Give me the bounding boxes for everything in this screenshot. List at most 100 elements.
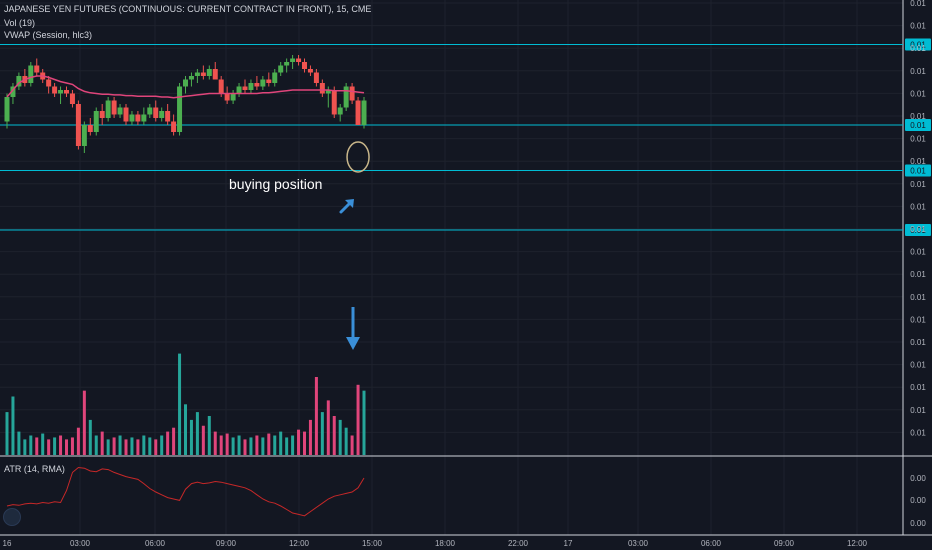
volume-bar — [225, 433, 229, 455]
time-tick-label: 15:00 — [362, 539, 383, 548]
candle-body — [135, 114, 141, 122]
price-tick-label: 0.01 — [910, 225, 926, 234]
price-tick-label: 0.01 — [910, 428, 926, 437]
volume-bar — [160, 435, 164, 455]
volume-bar — [29, 435, 33, 455]
atr-legend[interactable]: ATR (14, RMA) — [4, 464, 65, 474]
up-arrow-shaft — [339, 201, 352, 214]
symbol-legend[interactable]: JAPANESE YEN FUTURES (CONTINUOUS: CURREN… — [4, 4, 372, 14]
logo-icon[interactable] — [3, 508, 21, 526]
volume-bar — [88, 419, 92, 455]
volume-bar — [195, 412, 199, 455]
candle-body — [349, 86, 355, 101]
volume-bar — [136, 439, 140, 455]
time-tick-label: 17 — [564, 539, 573, 548]
candle-body — [284, 62, 290, 66]
candle-body — [87, 125, 93, 132]
candle-body — [171, 121, 177, 132]
candle-body — [58, 90, 64, 94]
candle-body — [129, 114, 135, 122]
candle-body — [69, 93, 75, 104]
volume-bar — [41, 433, 45, 455]
volume-bar — [213, 431, 217, 455]
candle-body — [266, 79, 272, 83]
candle-body — [343, 86, 349, 108]
volume-bar — [53, 437, 57, 455]
price-tick-label: 0.01 — [910, 22, 926, 31]
price-tick-label: 0.01 — [910, 406, 926, 415]
price-tick-label: 0.01 — [910, 248, 926, 257]
buying-position-annotation: buying position — [229, 176, 323, 192]
candle-body — [16, 76, 22, 87]
candle-body — [34, 65, 40, 73]
volume-bar — [118, 435, 122, 455]
atr-tick-label: 0.00 — [910, 496, 926, 505]
candle-body — [117, 107, 123, 115]
candle-body — [111, 100, 117, 115]
volume-bar — [356, 384, 360, 455]
volume-bar — [279, 431, 283, 455]
volume-bar — [100, 431, 104, 455]
price-tick-label: 0.01 — [910, 315, 926, 324]
level-label-box — [905, 164, 931, 177]
candle-body — [75, 104, 81, 146]
candle-body — [260, 79, 266, 87]
price-tick-label: 0.01 — [910, 202, 926, 211]
candle-body — [147, 107, 153, 115]
volume-bar — [219, 435, 223, 455]
vwap-legend[interactable]: VWAP (Session, hlc3) — [4, 30, 93, 40]
candle-body — [331, 90, 337, 115]
candle-body — [254, 83, 260, 87]
volume-bar — [291, 435, 295, 455]
time-tick-label: 12:00 — [847, 539, 868, 548]
level-label: 0.01 — [910, 41, 926, 50]
candle-body — [81, 125, 87, 146]
volume-bar — [11, 396, 15, 455]
volume-bar — [35, 437, 39, 455]
time-tick-label: 03:00 — [70, 539, 91, 548]
candle-body — [159, 111, 165, 118]
candle-body — [153, 107, 159, 118]
volume-bar — [320, 412, 324, 455]
volume-bar — [326, 400, 330, 455]
time-tick-label: 03:00 — [628, 539, 649, 548]
volume-bar — [314, 377, 318, 455]
volume-bar — [184, 404, 187, 455]
volume-bar — [94, 435, 98, 455]
price-tick-label: 0.01 — [910, 112, 926, 121]
volume-bar — [59, 435, 63, 455]
volume-bar — [189, 419, 193, 455]
volume-bar — [148, 437, 152, 455]
candle-body — [248, 83, 254, 90]
volume-bar — [65, 439, 68, 455]
candle-body — [177, 86, 183, 132]
time-tick-label: 09:00 — [216, 539, 237, 548]
price-tick-label: 0.01 — [910, 293, 926, 302]
volume-bar — [166, 431, 170, 455]
price-tick-label: 0.01 — [910, 157, 926, 166]
candle-body — [272, 72, 278, 83]
level-label: 0.01 — [910, 167, 926, 176]
volume-bar — [154, 439, 158, 455]
candle-body — [99, 111, 105, 118]
volume-bar — [243, 439, 247, 455]
candle-body — [319, 83, 325, 94]
candle-body — [212, 69, 218, 80]
candle-body — [206, 69, 212, 76]
volume-legend[interactable]: Vol (19) — [4, 18, 36, 28]
candle-body — [296, 58, 302, 62]
candle-body — [325, 90, 331, 94]
price-tick-label: 0.01 — [910, 338, 926, 347]
candle-body — [361, 100, 367, 125]
volume-bar — [332, 416, 336, 455]
candle-body — [46, 79, 52, 87]
candle-body — [302, 62, 307, 69]
candle-body — [236, 86, 242, 94]
level-label: 0.01 — [910, 121, 926, 130]
volume-bar — [207, 416, 211, 455]
volume-bar — [237, 435, 241, 455]
volume-bar — [261, 437, 265, 455]
price-tick-label: 0.01 — [910, 270, 926, 279]
